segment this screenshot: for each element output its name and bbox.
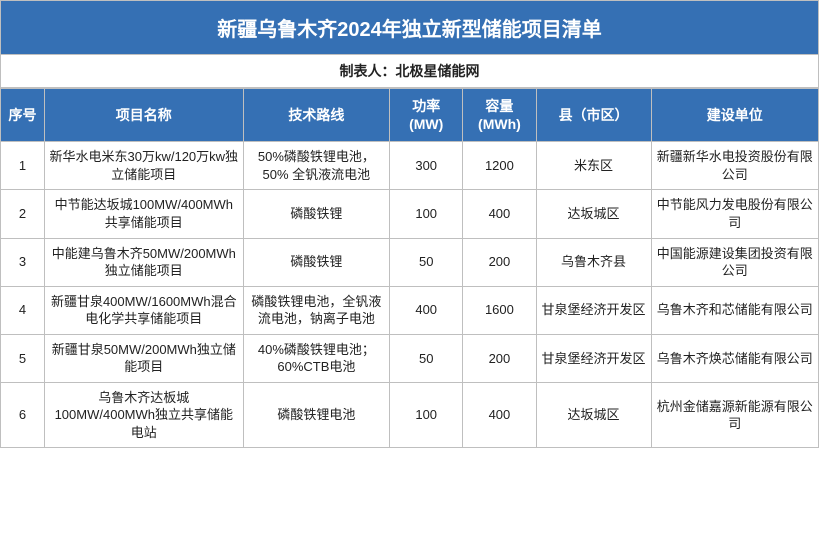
cell-name: 中节能达坂城100MW/400MWh共享储能项目 [44,190,243,238]
cell-power: 100 [390,382,463,448]
cell-unit: 新疆新华水电投资股份有限公司 [651,142,818,190]
cell-index: 6 [1,382,45,448]
cell-unit: 中节能风力发电股份有限公司 [651,190,818,238]
cell-capacity: 200 [463,334,536,382]
table-row: 1 新华水电米东30万kw/120万kw独立储能项目 50%磷酸铁锂电池，50%… [1,142,819,190]
cell-name: 新疆甘泉400MW/1600MWh混合电化学共享储能项目 [44,286,243,334]
cell-power: 100 [390,190,463,238]
cell-capacity: 400 [463,382,536,448]
table-row: 6 乌鲁木齐达板城100MW/400MWh独立共享储能电站 磷酸铁锂电池 100… [1,382,819,448]
document-root: 新疆乌鲁木齐2024年独立新型储能项目清单 制表人：北极星储能网 序号 项目名称… [0,0,819,448]
col-header-county: 县（市区） [536,89,651,142]
table-row: 2 中节能达坂城100MW/400MWh共享储能项目 磷酸铁锂 100 400 … [1,190,819,238]
page-subtitle: 制表人：北极星储能网 [0,55,819,88]
table-row: 3 中能建乌鲁木齐50MW/200MWh独立储能项目 磷酸铁锂 50 200 乌… [1,238,819,286]
cell-power: 300 [390,142,463,190]
cell-index: 2 [1,190,45,238]
col-header-unit: 建设单位 [651,89,818,142]
projects-table: 序号 项目名称 技术路线 功率 (MW) 容量 (MWh) 县（市区） 建设单位… [0,88,819,448]
table-row: 4 新疆甘泉400MW/1600MWh混合电化学共享储能项目 磷酸铁锂电池，全钒… [1,286,819,334]
cell-county: 达坂城区 [536,382,651,448]
cell-power: 400 [390,286,463,334]
cell-capacity: 1600 [463,286,536,334]
col-header-capacity: 容量 (MWh) [463,89,536,142]
cell-county: 甘泉堡经济开发区 [536,286,651,334]
col-header-power: 功率 (MW) [390,89,463,142]
cell-power: 50 [390,334,463,382]
table-header: 序号 项目名称 技术路线 功率 (MW) 容量 (MWh) 县（市区） 建设单位 [1,89,819,142]
cell-power: 50 [390,238,463,286]
cell-unit: 乌鲁木齐和芯储能有限公司 [651,286,818,334]
cell-tech: 磷酸铁锂 [243,238,389,286]
cell-tech: 磷酸铁锂电池 [243,382,389,448]
col-header-tech: 技术路线 [243,89,389,142]
cell-county: 乌鲁木齐县 [536,238,651,286]
cell-index: 3 [1,238,45,286]
cell-name: 乌鲁木齐达板城100MW/400MWh独立共享储能电站 [44,382,243,448]
cell-name: 新华水电米东30万kw/120万kw独立储能项目 [44,142,243,190]
table-body: 1 新华水电米东30万kw/120万kw独立储能项目 50%磷酸铁锂电池，50%… [1,142,819,448]
cell-capacity: 400 [463,190,536,238]
cell-unit: 中国能源建设集团投资有限公司 [651,238,818,286]
cell-name: 新疆甘泉50MW/200MWh独立储能项目 [44,334,243,382]
col-header-name: 项目名称 [44,89,243,142]
cell-unit: 杭州金储嘉源新能源有限公司 [651,382,818,448]
cell-tech: 40%磷酸铁锂电池；60%CTB电池 [243,334,389,382]
cell-index: 1 [1,142,45,190]
cell-index: 5 [1,334,45,382]
col-header-index: 序号 [1,89,45,142]
cell-capacity: 200 [463,238,536,286]
cell-tech: 磷酸铁锂 [243,190,389,238]
page-title: 新疆乌鲁木齐2024年独立新型储能项目清单 [0,0,819,55]
table-row: 5 新疆甘泉50MW/200MWh独立储能项目 40%磷酸铁锂电池；60%CTB… [1,334,819,382]
cell-county: 甘泉堡经济开发区 [536,334,651,382]
cell-capacity: 1200 [463,142,536,190]
cell-tech: 磷酸铁锂电池，全钒液流电池，钠离子电池 [243,286,389,334]
cell-index: 4 [1,286,45,334]
cell-tech: 50%磷酸铁锂电池，50% 全钒液流电池 [243,142,389,190]
cell-unit: 乌鲁木齐焕芯储能有限公司 [651,334,818,382]
cell-county: 达坂城区 [536,190,651,238]
cell-name: 中能建乌鲁木齐50MW/200MWh独立储能项目 [44,238,243,286]
cell-county: 米东区 [536,142,651,190]
